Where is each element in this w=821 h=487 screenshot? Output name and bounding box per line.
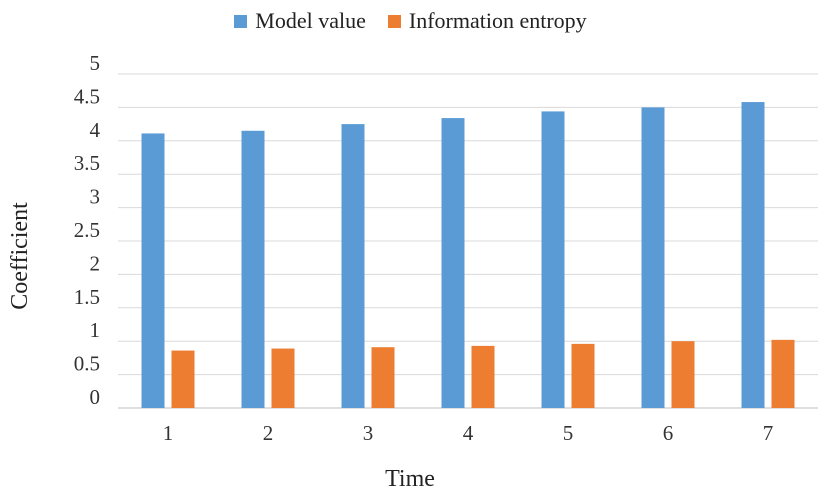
legend: Model value Information entropy bbox=[0, 8, 821, 34]
y-tick-label: 3.5 bbox=[74, 151, 100, 175]
y-tick-label: 2.5 bbox=[74, 218, 100, 242]
bars bbox=[141, 102, 795, 409]
x-axis-label: Time bbox=[385, 466, 435, 487]
y-tick-label: 2 bbox=[90, 251, 101, 275]
x-tick-label: 7 bbox=[763, 421, 774, 445]
bar-information-entropy-2 bbox=[271, 348, 295, 408]
bar-model-value-4 bbox=[441, 118, 465, 408]
y-tick-label: 1.5 bbox=[74, 285, 100, 309]
bar-model-value-6 bbox=[641, 107, 665, 409]
legend-label-information-entropy: Information entropy bbox=[408, 8, 587, 33]
bar-information-entropy-3 bbox=[371, 347, 395, 408]
legend-swatch-model-value bbox=[234, 14, 248, 28]
legend-item-information-entropy: Information entropy bbox=[387, 8, 587, 34]
bar-model-value-3 bbox=[341, 124, 365, 408]
y-tick-label: 4 bbox=[90, 118, 101, 142]
bar-information-entropy-4 bbox=[471, 345, 495, 408]
x-tick-label: 4 bbox=[463, 421, 474, 445]
bar-information-entropy-1 bbox=[171, 350, 195, 408]
bar-information-entropy-5 bbox=[571, 343, 595, 408]
y-axis-label: Coefficient bbox=[7, 202, 33, 310]
y-tick-label: 5 bbox=[90, 51, 101, 75]
bar-information-entropy-7 bbox=[771, 339, 795, 408]
gridlines bbox=[118, 73, 818, 409]
y-tick-label: 0 bbox=[90, 385, 101, 409]
bar-model-value-5 bbox=[541, 111, 565, 409]
x-tick-label: 5 bbox=[563, 421, 574, 445]
x-tick-labels: 1 2 3 4 5 6 7 bbox=[163, 421, 774, 445]
bar-model-value-1 bbox=[141, 133, 165, 408]
x-tick-label: 3 bbox=[363, 421, 374, 445]
y-tick-label: 4.5 bbox=[74, 84, 100, 108]
x-tick-label: 1 bbox=[163, 421, 174, 445]
y-tick-label: 1 bbox=[90, 318, 101, 342]
bar-model-value-2 bbox=[241, 130, 265, 408]
x-tick-label: 2 bbox=[263, 421, 274, 445]
y-tick-label: 0.5 bbox=[74, 352, 100, 376]
x-tick-label: 6 bbox=[663, 421, 674, 445]
legend-label-model-value: Model value bbox=[255, 8, 366, 33]
bar-information-entropy-6 bbox=[671, 341, 695, 408]
y-tick-label: 3 bbox=[90, 185, 101, 209]
legend-item-model-value: Model value bbox=[234, 8, 366, 34]
y-tick-labels: 0 0.5 1 1.5 2 2.5 3 3.5 4 4.5 5 bbox=[74, 51, 101, 409]
legend-swatch-information-entropy bbox=[387, 14, 401, 28]
bar-model-value-7 bbox=[741, 102, 765, 408]
